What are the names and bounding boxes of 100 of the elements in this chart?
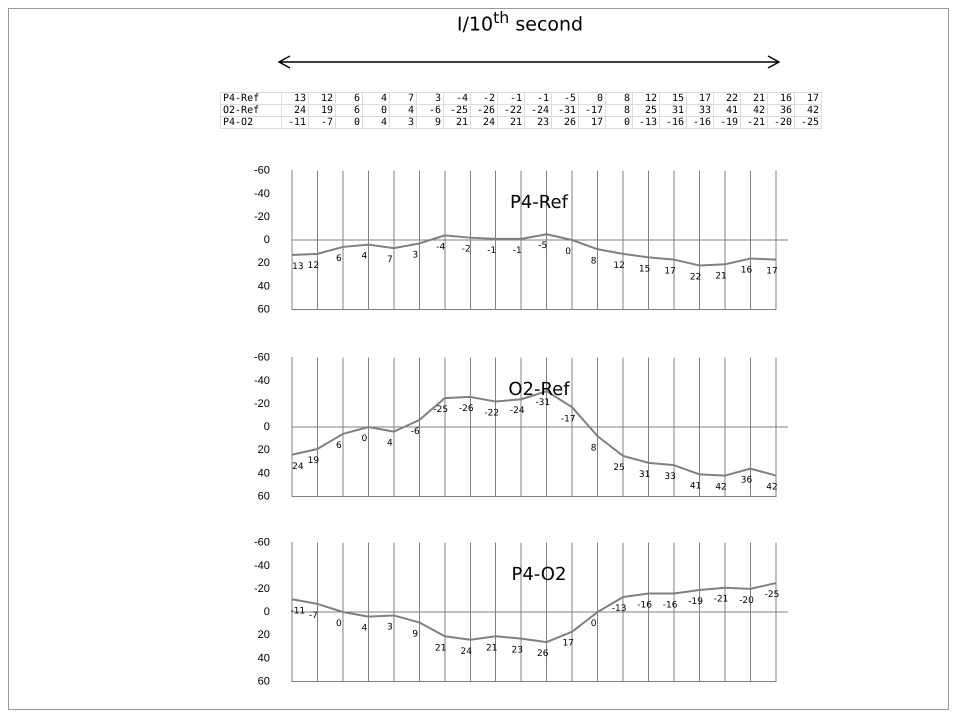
data-label: -25: [764, 590, 780, 600]
text: 12: [320, 93, 333, 104]
text: 16: [780, 93, 792, 104]
data-label: -24: [510, 406, 525, 416]
data-label: 17: [562, 638, 574, 649]
data-label: -22: [484, 408, 500, 419]
data-label: 4: [361, 252, 368, 262]
y-tick-label: 20: [258, 257, 270, 270]
text: 0: [380, 105, 387, 116]
text: 12: [644, 93, 657, 104]
y-tick-label: 0: [264, 234, 270, 246]
data-label: 12: [308, 260, 320, 271]
y-tick-label: -20: [254, 398, 270, 410]
text: 0: [624, 117, 630, 128]
text: 4: [380, 117, 387, 128]
y-tick-label: -40: [254, 374, 270, 387]
y-tick-label: -20: [254, 210, 270, 223]
text: 0: [354, 117, 360, 128]
data-label: 23: [511, 646, 523, 656]
data-label: 6: [336, 254, 342, 264]
text: 7: [408, 93, 414, 104]
text: -19: [720, 117, 738, 128]
y-tick-label: 40: [258, 652, 270, 664]
data-label: 42: [715, 482, 727, 493]
data-label: 3: [412, 250, 418, 260]
text: 19: [320, 105, 333, 116]
text: 15: [672, 93, 684, 104]
data-label: 42: [766, 482, 778, 493]
text: 23: [536, 117, 549, 128]
data-label: -17: [560, 414, 576, 424]
data-label: 0: [590, 619, 597, 629]
text: -13: [638, 117, 657, 128]
data-label: 6: [336, 440, 342, 451]
text: 22: [726, 93, 738, 104]
data-label: 15: [638, 264, 650, 274]
text: 8: [624, 93, 630, 104]
text: -25: [450, 105, 468, 116]
data-label: 0: [565, 247, 572, 257]
text: 33: [698, 105, 711, 116]
text: 3: [434, 93, 441, 104]
y-tick-label: -40: [254, 188, 270, 200]
data-label: 19: [308, 456, 320, 466]
y-tick-label: -20: [254, 582, 270, 595]
y-tick-label: -60: [254, 164, 270, 177]
text: I/10$^{th}$ second: [456, 8, 584, 36]
y-tick-label: 0: [264, 421, 270, 434]
data-label: 22: [690, 272, 702, 282]
data-label: 21: [435, 643, 446, 654]
text: 21: [510, 117, 522, 128]
data-label: 17: [664, 266, 676, 277]
data-label: -6: [410, 427, 420, 438]
data-label: 24: [460, 646, 472, 657]
data-label: 0: [336, 619, 342, 629]
text: P4-Ref: [510, 192, 569, 214]
data-label: -16: [662, 600, 678, 610]
y-tick-label: -60: [254, 352, 270, 364]
data-label: -31: [535, 398, 550, 408]
data-label: 0: [361, 434, 368, 444]
text: 21: [752, 93, 765, 104]
data-label: 12: [613, 260, 625, 271]
data-label: 36: [740, 476, 753, 486]
data-label: 41: [690, 481, 702, 492]
text: -6: [428, 105, 441, 116]
data-label: 8: [590, 256, 597, 266]
y-tick-label: 40: [258, 467, 270, 480]
data-label: -11: [290, 606, 306, 616]
text: 25: [644, 105, 657, 116]
text: 36: [780, 105, 792, 116]
text: -1: [536, 93, 549, 104]
text: -20: [774, 117, 792, 128]
data-label: 4: [386, 438, 393, 449]
y-tick-label: 20: [258, 444, 270, 456]
text: -5: [564, 93, 576, 104]
text: 21: [456, 117, 468, 128]
data-label: 24: [292, 462, 304, 472]
data-label: -19: [688, 597, 704, 608]
text: 42: [752, 105, 765, 116]
data-label: 21: [486, 643, 498, 654]
text: 0: [596, 93, 603, 104]
data-label: -25: [433, 405, 448, 416]
text: 17: [698, 93, 711, 104]
category-label: O2-Ref: [223, 105, 260, 116]
y-tick-label: -60: [254, 536, 270, 549]
y-tick-label: 60: [258, 490, 270, 502]
data-label: -21: [714, 594, 728, 605]
text: -17: [584, 105, 603, 116]
text: -16: [666, 117, 684, 128]
data-label: -13: [612, 604, 626, 614]
data-label: 7: [386, 255, 393, 266]
data-label: -20: [739, 596, 754, 606]
text: 9: [434, 117, 441, 128]
text: 4: [408, 105, 414, 116]
data-label: -1: [487, 246, 496, 256]
data-label: 8: [590, 443, 597, 454]
text: -7: [320, 117, 333, 128]
data-label: -26: [458, 404, 474, 414]
text: 8: [624, 105, 630, 116]
text: 17: [806, 93, 819, 104]
data-label: 26: [536, 649, 549, 660]
text: 17: [590, 117, 603, 128]
